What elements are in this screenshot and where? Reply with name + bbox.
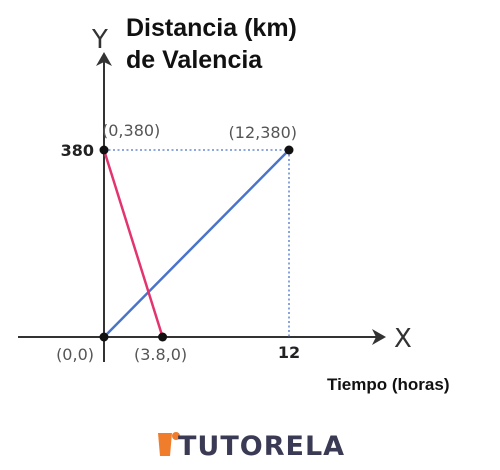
series-line-0	[102, 148, 291, 339]
point-marker-2	[99, 332, 109, 342]
series-group	[102, 148, 291, 339]
point-labels-group: (0,380) (12,380) (0,0) (3.8,0)	[56, 121, 297, 364]
y-axis-arrow	[96, 52, 112, 66]
x-axis-label: Tiempo (horas)	[327, 375, 449, 394]
guide-lines	[104, 149, 290, 337]
series-line-1	[102, 148, 164, 339]
logo-icon	[158, 433, 172, 456]
tutorela-logo: TUTORELA	[158, 431, 345, 462]
logo-icon-dot	[172, 432, 180, 440]
point-label-0: (0,380)	[102, 121, 160, 140]
y-tick-label-0: 380	[61, 141, 94, 160]
y-axis-letter: Y	[91, 25, 108, 55]
point-marker-1	[284, 145, 294, 155]
logo-text: TUTORELA	[178, 431, 345, 462]
point-marker-0	[99, 145, 109, 155]
chart-title-line-2: de Valencia	[126, 46, 263, 74]
point-label-3: (3.8,0)	[134, 345, 187, 364]
chart-title-line-1: Distancia (km)	[126, 14, 297, 42]
markers-group	[99, 145, 294, 342]
tick-labels-group: 380 12	[61, 141, 301, 362]
point-marker-3	[158, 332, 168, 342]
x-axis-arrow	[372, 329, 386, 345]
x-axis-letter: X	[394, 324, 412, 354]
x-tick-label-0: 12	[278, 343, 300, 362]
point-label-1: (12,380)	[229, 123, 297, 142]
point-label-2: (0,0)	[56, 345, 94, 364]
